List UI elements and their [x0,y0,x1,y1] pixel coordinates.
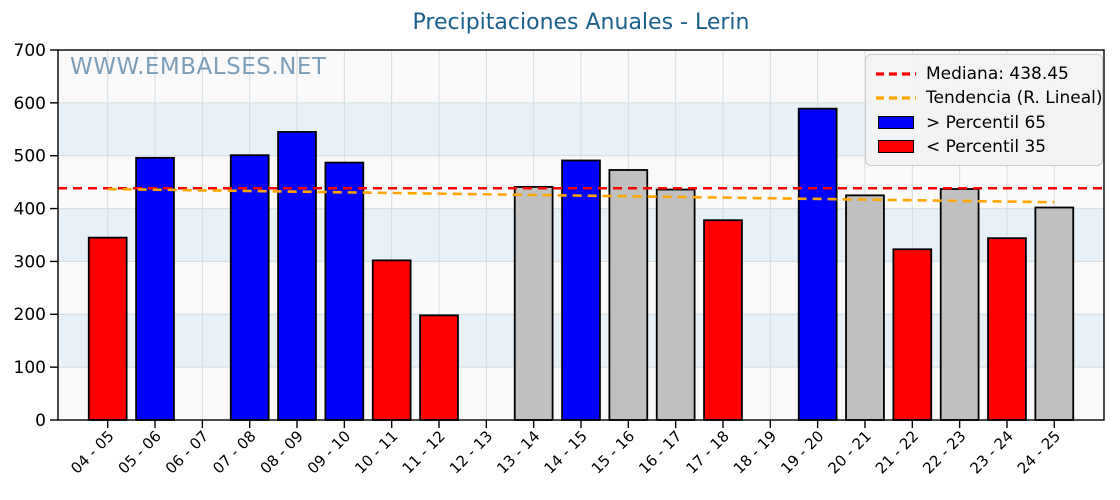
y-tick-label: 600 [14,94,46,114]
x-tick-label: 05 - 06 [115,427,165,477]
bar-05-06 [135,156,175,421]
x-tick-label: 15 - 16 [588,427,638,477]
x-tick-label: 24 - 25 [1014,427,1064,477]
x-tick-label: 11 - 12 [399,427,449,477]
bar-15-16 [608,169,649,421]
legend-item: Mediana: 438.45 [874,62,1092,86]
bar-08-09 [277,131,317,421]
bar-21-22 [892,248,933,421]
x-tick-label: 06 - 07 [162,427,212,477]
x-tick-label: 13 - 14 [493,427,543,477]
bar-07-08 [229,154,270,421]
x-tick-label: 07 - 08 [209,427,259,477]
legend-item: > Percentil 65 [874,111,1092,135]
legend-dashed-line-sample [874,95,918,101]
chart-title: Precipitaciones Anuales - Lerin [412,10,750,35]
x-tick-label: 04 - 05 [67,427,117,477]
legend-item-label: < Percentil 35 [926,136,1047,157]
legend: Mediana: 438.45 Tendencia (R. Lineal) > Pe… [865,54,1103,166]
legend-item: Tendencia (R. Lineal) [874,86,1103,110]
x-tick-label: 20 - 21 [825,427,875,477]
dash-sample-icon [876,96,916,100]
y-tick-label: 100 [14,358,46,378]
x-tick-label: 18 - 19 [730,427,780,477]
legend-color-patch-sample [874,140,918,154]
bar-23-24 [987,237,1027,421]
bar-19-20 [797,107,838,421]
y-tick-label: 500 [14,147,46,167]
x-tick-label: 21 - 22 [872,427,922,477]
legend-color-patch-sample [874,116,918,130]
bar-22-23 [939,188,980,421]
x-tick-label: 16 - 17 [635,427,685,477]
legend-item-label: Tendencia (R. Lineal) [926,88,1103,109]
bar-11-12 [419,314,459,421]
legend-item-label: > Percentil 65 [926,112,1047,133]
color-patch-icon [878,116,914,130]
y-tick-label: 0 [35,411,46,431]
x-tick-label: 12 - 13 [446,427,496,477]
bar-09-10 [324,161,365,421]
legend-item-label: Mediana: 438.45 [926,64,1069,84]
legend-dashed-line-sample [874,71,918,77]
x-tick-label: 22 - 23 [919,427,969,477]
y-tick-label: 200 [14,305,46,325]
x-tick-label: 10 - 11 [351,427,401,477]
x-tick-label: 14 - 15 [541,427,591,477]
legend-item: < Percentil 35 [874,135,1092,159]
trend-line [107,187,1055,204]
y-tick-label: 700 [14,41,46,61]
bar-17-18 [703,219,743,421]
color-patch-icon [878,140,914,154]
bar-20-21 [845,194,885,421]
dash-sample-icon [876,72,916,76]
x-tick-label: 09 - 10 [304,427,354,477]
x-tick-label: 19 - 20 [777,427,827,477]
y-tick-label: 400 [14,200,46,220]
x-tick-label: 23 - 24 [967,427,1017,477]
bar-10-11 [371,259,412,421]
bar-24-25 [1034,206,1075,421]
x-tick-label: 17 - 18 [683,427,733,477]
y-tick-label: 300 [14,252,46,272]
bar-13-14 [513,185,554,421]
bar-16-17 [655,188,696,421]
bar-04-05 [87,236,128,421]
x-tick-label: 08 - 09 [257,427,307,477]
bar-14-15 [561,159,601,421]
